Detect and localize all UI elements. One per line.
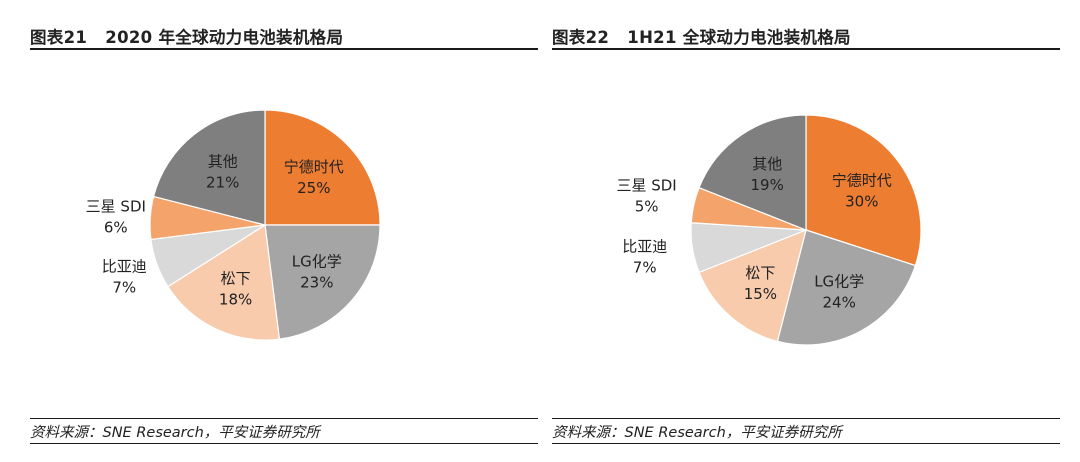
- slice-value-LG化学: 24%: [823, 294, 856, 312]
- pie-slice-松下: [698, 229, 807, 343]
- chart-title: 图表22 1H21 全球动力电池装机格局: [552, 28, 851, 47]
- slice-label-比亚迪: 比亚迪: [622, 238, 667, 256]
- pie-slice-LG化学: [776, 229, 917, 346]
- slice-label-松下: 松下: [221, 269, 251, 287]
- slice-value-松下: 15%: [744, 285, 777, 303]
- pie-chart-2020: 宁德时代 25% LG化学 23% 松下 18% 比亚迪 7% 三星 SDI 6% 其他 21%: [86, 109, 381, 341]
- pie-slice-其他: [698, 114, 807, 231]
- slice-label-三星-SDI: 三星 SDI: [616, 176, 676, 194]
- slice-value-比亚迪: 7%: [633, 259, 657, 277]
- slice-label-LG化学: LG化学: [814, 273, 864, 291]
- chart-title-bar: 图表22 1H21 全球动力电池装机格局: [552, 22, 1060, 50]
- pie-slice-宁德时代: [805, 114, 922, 267]
- slice-label-宁德时代: 宁德时代: [832, 171, 892, 189]
- slice-label-三星-SDI: 三星 SDI: [86, 198, 146, 216]
- source-note: 资料来源：SNE Research，平安证券研究所: [552, 425, 842, 441]
- pie-chart-1h21: 宁德时代 30% LG化学 24% 松下 15% 比亚迪 7% 三星 SDI 5% 其他 19%: [616, 114, 922, 346]
- slice-value-宁德时代: 25%: [297, 179, 330, 197]
- pie-slice-LG化学: [264, 224, 381, 340]
- chart-title-bar: 图表21 2020 年全球动力电池装机格局: [30, 22, 538, 50]
- source-bar: 资料来源：SNE Research，平安证券研究所: [30, 418, 538, 444]
- pie-slice-松下: [167, 223, 281, 341]
- slice-label-宁德时代: 宁德时代: [284, 158, 344, 176]
- chart-panel-1h21: 图表22 1H21 全球动力电池装机格局 宁德时代 30% LG化学 24% 松下 15%…: [552, 0, 1060, 462]
- chart-panel-2020: 图表21 2020 年全球动力电池装机格局 宁德时代 25% LG化学 23% 松下 18…: [30, 0, 538, 462]
- source-bar: 资料来源：SNE Research，平安证券研究所: [552, 418, 1060, 444]
- pie-slice-其他: [152, 109, 266, 226]
- slice-value-其他: 21%: [206, 174, 239, 192]
- slice-value-比亚迪: 7%: [112, 279, 136, 297]
- chart-title: 图表21 2020 年全球动力电池装机格局: [30, 28, 344, 47]
- slice-value-松下: 18%: [219, 290, 252, 308]
- slice-value-三星-SDI: 5%: [635, 197, 659, 215]
- slice-value-其他: 19%: [751, 176, 784, 194]
- slice-label-松下: 松下: [745, 264, 775, 282]
- slice-label-其他: 其他: [208, 153, 238, 171]
- slice-label-其他: 其他: [752, 155, 782, 173]
- slice-value-LG化学: 23%: [300, 274, 333, 292]
- slice-value-三星-SDI: 6%: [104, 219, 128, 237]
- source-note: 资料来源：SNE Research，平安证券研究所: [30, 425, 320, 441]
- slice-value-宁德时代: 30%: [845, 192, 878, 210]
- pie-slice-宁德时代: [264, 109, 381, 226]
- slice-label-LG化学: LG化学: [292, 253, 342, 271]
- slice-label-比亚迪: 比亚迪: [102, 258, 147, 276]
